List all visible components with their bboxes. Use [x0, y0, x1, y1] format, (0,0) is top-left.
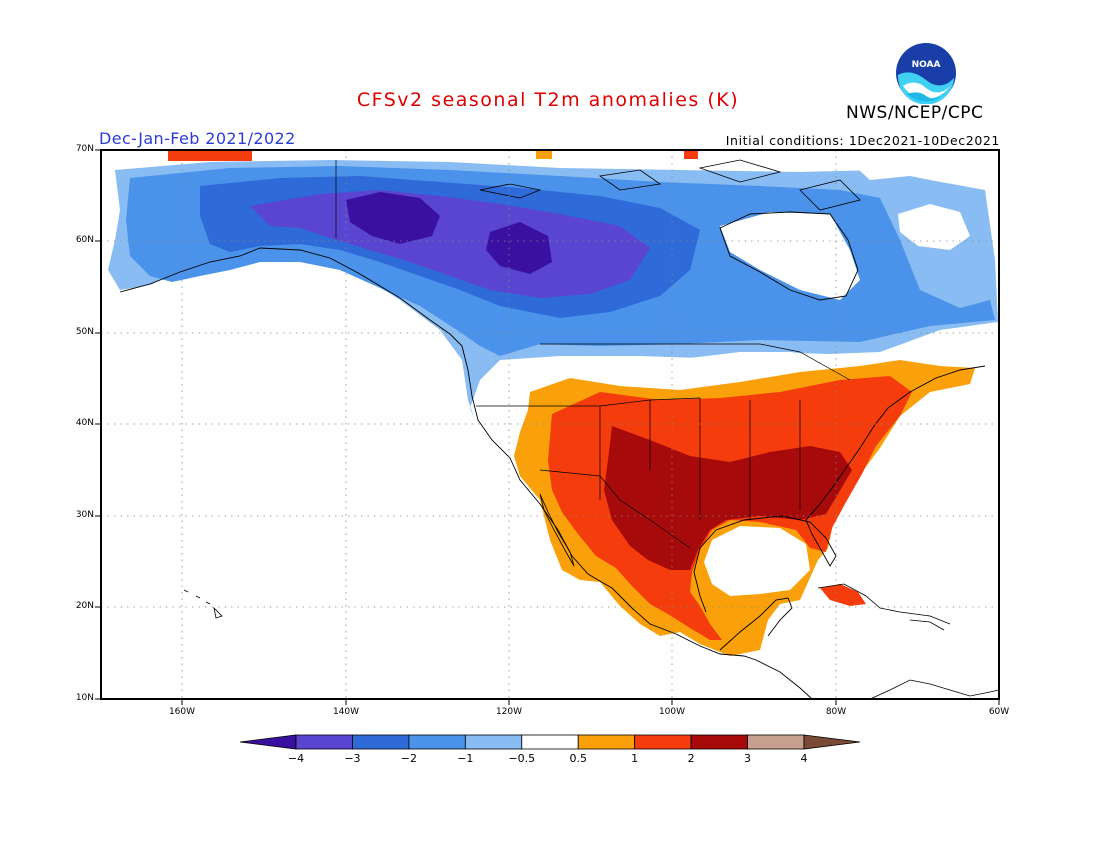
caribbean-islands [817, 583, 951, 631]
lon-label: 160W [168, 707, 196, 717]
lon-label: 120W [495, 707, 523, 717]
lat-label: 60N [75, 235, 94, 245]
legend-tick-label: 2 [687, 752, 695, 765]
south-america-coast [869, 679, 999, 699]
legend-tick-label: −3 [344, 752, 361, 765]
anomaly-near-normal-greenland [898, 204, 970, 250]
anomaly-0p5-to-1-arctic [536, 151, 552, 159]
agency-label: NWS/NCEP/CPC [846, 103, 984, 123]
lon-label: 60W [988, 707, 1010, 717]
anomaly-1-to-2-arctic [684, 151, 698, 159]
anomaly-below-minus-4 [346, 192, 440, 244]
legend-tick-label: 3 [744, 752, 752, 765]
hudson-bay-coast [719, 211, 859, 301]
chart-title: CFSv2 seasonal T2m anomalies (K) [356, 89, 740, 111]
lon-label: 100W [658, 707, 686, 717]
lat-label: 50N [75, 327, 94, 337]
noaa-logo-text: NOAA [912, 60, 941, 70]
lat-label: 40N [75, 418, 94, 428]
cold-anomaly-shading [108, 151, 998, 420]
anomaly-near-normal-hudson [720, 212, 860, 300]
anomaly-1-to-2-cuba [820, 584, 866, 606]
axis-ticks [95, 149, 1000, 705]
legend-tick-label: −4 [287, 752, 305, 765]
coastline [119, 247, 986, 699]
noaa-logo-icon: NOAA [896, 43, 956, 104]
lon-label: 80W [825, 707, 847, 717]
legend-tick-label: −1 [457, 752, 474, 765]
lat-label: 20N [75, 601, 94, 611]
anomaly-near-normal-arctic [850, 158, 990, 180]
baja-california [539, 493, 575, 567]
legend-tick-label: 0.5 [569, 752, 587, 765]
lat-label: 10N [75, 693, 94, 703]
anomaly-2-to-3 [604, 426, 852, 570]
legend-tick-label: −0.5 [508, 752, 536, 765]
anomaly-below-minus-4 [486, 222, 552, 274]
initial-conditions-label: Initial conditions: 1Dec2021-10Dec2021 [725, 133, 1000, 148]
graticule [101, 150, 999, 699]
warm-anomaly-shading [514, 360, 975, 656]
legend-tick-label: 4 [800, 752, 808, 765]
lat-label: 70N [75, 144, 94, 154]
political-borders [335, 160, 851, 549]
arctic-islands [479, 159, 861, 211]
lat-label: 30N [75, 510, 94, 520]
legend-tick-label: −2 [400, 752, 417, 765]
hawaii-islands [183, 589, 223, 619]
legend-tick-label: 1 [631, 752, 639, 765]
anomaly-1-to-2-arctic [168, 151, 252, 161]
gulf-of-mexico [704, 526, 810, 596]
lon-label: 140W [332, 707, 360, 717]
season-label: Dec-Jan-Feb 2021/2022 [99, 129, 296, 148]
